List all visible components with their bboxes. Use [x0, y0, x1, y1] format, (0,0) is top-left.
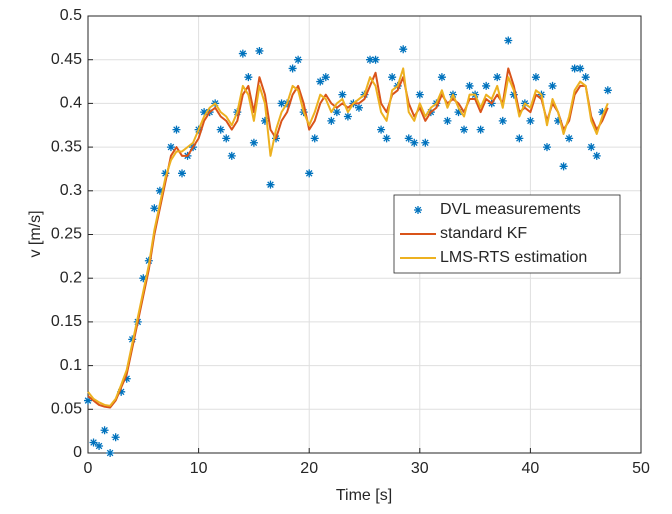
y-axis-label: v [m/s] [27, 210, 44, 257]
marker [382, 134, 391, 143]
marker [421, 138, 430, 147]
marker [249, 138, 258, 147]
marker [587, 143, 596, 152]
marker [117, 387, 126, 396]
marker [172, 125, 181, 134]
y-tick-label: 0.35 [51, 138, 82, 155]
marker [338, 90, 347, 99]
marker [327, 116, 336, 125]
marker [570, 64, 579, 73]
marker [415, 90, 424, 99]
marker [454, 108, 463, 117]
y-tick-label: 0.2 [60, 269, 82, 286]
marker [288, 64, 297, 73]
marker [260, 116, 269, 125]
marker [554, 116, 563, 125]
marker [542, 143, 551, 152]
marker [404, 134, 413, 143]
y-tick-label: 0.15 [51, 313, 82, 330]
marker [366, 55, 375, 64]
plot-frame [87, 15, 642, 454]
x-tick-label: 30 [411, 460, 429, 477]
marker [576, 64, 585, 73]
marker [515, 134, 524, 143]
marker [255, 46, 264, 55]
marker [178, 169, 187, 178]
legend-label: standard KF [440, 225, 527, 242]
marker [592, 151, 601, 160]
marker [222, 134, 231, 143]
marker [266, 180, 275, 189]
marker [95, 442, 104, 451]
x-tick-label: 20 [300, 460, 318, 477]
y-tick-label: 0.1 [60, 357, 82, 374]
marker [139, 274, 148, 283]
legend-label: DVL measurements [440, 201, 581, 218]
marker [277, 99, 286, 108]
marker [548, 81, 557, 90]
marker [294, 55, 303, 64]
y-tick-label: 0.45 [51, 51, 82, 68]
y-tick-label: 0.3 [60, 182, 82, 199]
line [87, 67, 609, 407]
marker [504, 36, 513, 45]
y-tick-label: 0.05 [51, 401, 82, 418]
marker [498, 116, 507, 125]
marker [437, 73, 446, 82]
marker [227, 151, 236, 160]
marker [244, 73, 253, 82]
marker [166, 143, 175, 152]
marker [414, 206, 422, 214]
marker [559, 162, 568, 171]
marker [399, 45, 408, 54]
marker [200, 108, 209, 117]
marker [410, 138, 419, 147]
marker [565, 134, 574, 143]
marker [216, 125, 225, 134]
marker [482, 81, 491, 90]
marker [388, 73, 397, 82]
marker [84, 396, 92, 405]
marker [460, 125, 469, 134]
marker [161, 169, 170, 178]
marker [310, 134, 319, 143]
marker [465, 81, 474, 90]
y-tick-label: 0.25 [51, 226, 82, 243]
marker [371, 55, 380, 64]
x-tick-label: 40 [522, 460, 540, 477]
marker [238, 49, 247, 58]
marker [305, 169, 314, 178]
x-tick-label: 0 [84, 460, 93, 477]
marker [476, 125, 485, 134]
y-tick-label: 0.5 [60, 7, 82, 24]
marker [526, 116, 535, 125]
y-tick-label: 0 [73, 444, 82, 461]
marker [106, 449, 115, 457]
x-axis-label: Time [s] [336, 487, 392, 504]
marker [493, 73, 502, 82]
x-tick-label: 10 [190, 460, 208, 477]
marker [377, 125, 386, 134]
marker [531, 73, 540, 82]
marker [598, 108, 607, 117]
marker [581, 73, 590, 82]
marker [155, 186, 164, 195]
marker [321, 73, 330, 82]
y-tick-label: 0.4 [60, 95, 82, 112]
marker [603, 86, 612, 95]
x-tick-label: 50 [632, 460, 650, 477]
marker [150, 204, 159, 213]
marker [111, 433, 120, 442]
marker [332, 108, 341, 117]
marker [343, 112, 352, 121]
marker [354, 103, 363, 112]
marker [316, 77, 325, 86]
marker [122, 374, 131, 383]
marker [443, 116, 452, 125]
marker [89, 438, 98, 447]
marker [100, 426, 109, 435]
legend-label: LMS-RTS estimation [440, 249, 587, 266]
